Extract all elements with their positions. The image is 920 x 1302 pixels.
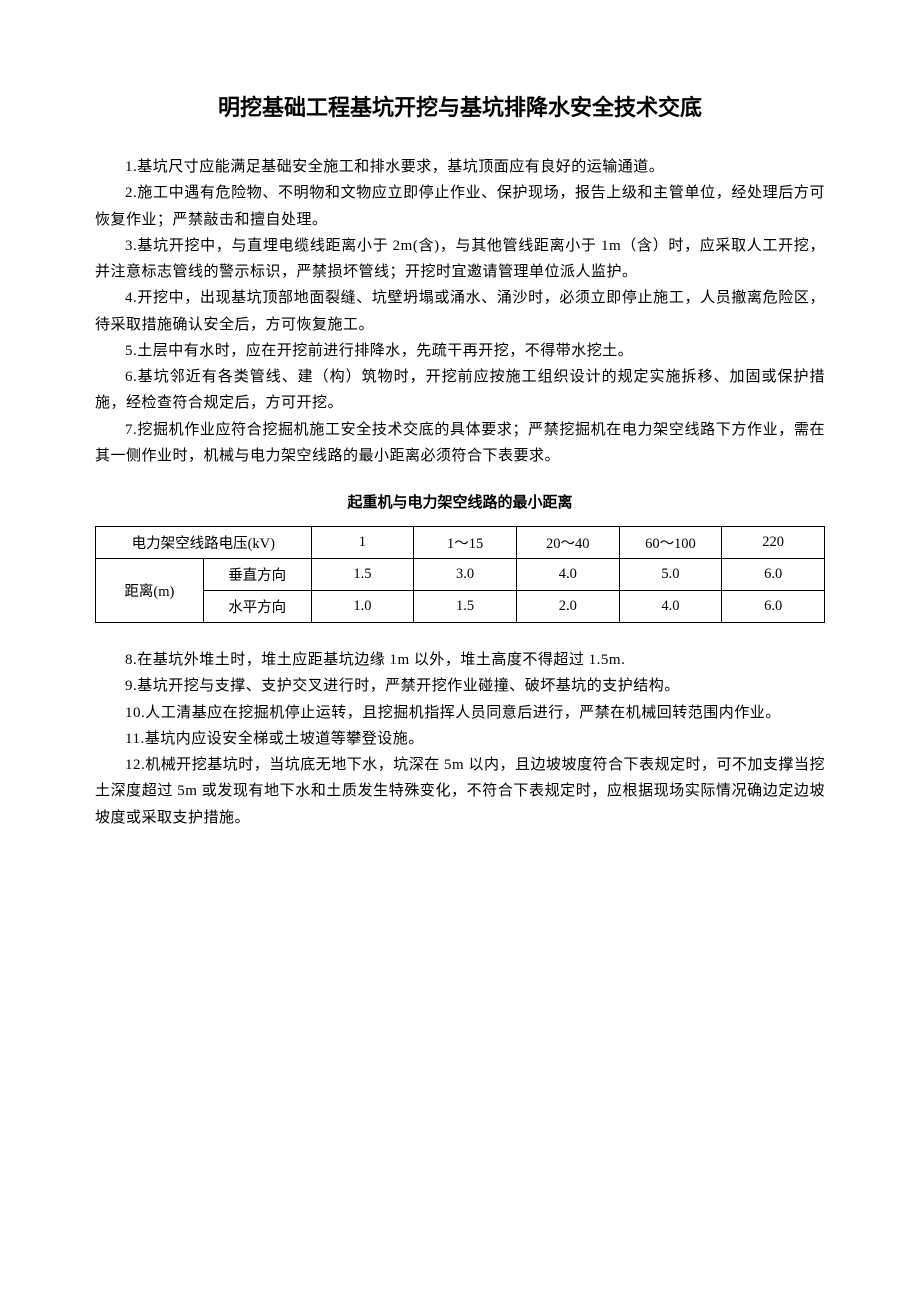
paragraph-item: 2.施工中遇有危险物、不明物和文物应立即停止作业、保护现场，报告上级和主管单位，… xyxy=(95,180,825,233)
table-title: 起重机与电力架空线路的最小距离 xyxy=(95,491,825,512)
row-vertical-label: 垂直方向 xyxy=(203,559,311,591)
table-row: 距离(m) 垂直方向 1.5 3.0 4.0 5.0 6.0 xyxy=(96,559,825,591)
table-cell: 5.0 xyxy=(619,559,722,591)
table-cell: 6.0 xyxy=(722,591,825,623)
paragraph-item: 12.机械开挖基坑时，当坑底无地下水，坑深在 5m 以内，且边坡坡度符合下表规定… xyxy=(95,752,825,831)
paragraph-item: 1.基坑尺寸应能满足基础安全施工和排水要求，基坑顶面应有良好的运输通道。 xyxy=(95,154,825,180)
table-header-row: 电力架空线路电压(kV) 1 1～15 20～40 60～100 220 xyxy=(96,527,825,559)
table-cell: 1.5 xyxy=(311,559,414,591)
paragraph-item: 8.在基坑外堆土时，堆土应距基坑边缘 1m 以外，堆土高度不得超过 1.5m. xyxy=(95,647,825,673)
paragraph-item: 7.挖掘机作业应符合挖掘机施工安全技术交底的具体要求；严禁挖掘机在电力架空线路下… xyxy=(95,417,825,470)
distance-row-label: 距离(m) xyxy=(96,559,204,623)
table-cell: 1.5 xyxy=(414,591,517,623)
table-cell: 2.0 xyxy=(516,591,619,623)
paragraph-item: 9.基坑开挖与支撑、支护交叉进行时，严禁开挖作业碰撞、破坏基坑的支护结构。 xyxy=(95,673,825,699)
row-horizontal-label: 水平方向 xyxy=(203,591,311,623)
voltage-col-0: 1 xyxy=(311,527,414,559)
paragraph-item: 6.基坑邻近有各类管线、建（构）筑物时，开挖前应按施工组织设计的规定实施拆移、加… xyxy=(95,364,825,417)
paragraph-item: 10.人工清基应在挖掘机停止运转，且挖掘机指挥人员同意后进行，严禁在机械回转范围… xyxy=(95,700,825,726)
paragraph-item: 5.土层中有水时，应在开挖前进行排降水，先疏干再开挖，不得带水挖土。 xyxy=(95,338,825,364)
distance-table: 电力架空线路电压(kV) 1 1～15 20～40 60～100 220 距离(… xyxy=(95,526,825,623)
voltage-col-3: 60～100 xyxy=(619,527,722,559)
table-row: 水平方向 1.0 1.5 2.0 4.0 6.0 xyxy=(96,591,825,623)
paragraph-item: 4.开挖中，出现基坑顶部地面裂缝、坑壁坍塌或涌水、涌沙时，必须立即停止施工，人员… xyxy=(95,285,825,338)
header-voltage-label: 电力架空线路电压(kV) xyxy=(96,527,312,559)
voltage-col-1: 1～15 xyxy=(414,527,517,559)
table-cell: 1.0 xyxy=(311,591,414,623)
table-cell: 4.0 xyxy=(619,591,722,623)
content-before-table: 1.基坑尺寸应能满足基础安全施工和排水要求，基坑顶面应有良好的运输通道。2.施工… xyxy=(95,154,825,469)
paragraph-item: 11.基坑内应设安全梯或土坡道等攀登设施。 xyxy=(95,726,825,752)
paragraph-item: 3.基坑开挖中，与直埋电缆线距离小于 2m(含)，与其他管线距离小于 1m（含）… xyxy=(95,233,825,286)
table-cell: 3.0 xyxy=(414,559,517,591)
voltage-col-2: 20～40 xyxy=(516,527,619,559)
content-after-table: 8.在基坑外堆土时，堆土应距基坑边缘 1m 以外，堆土高度不得超过 1.5m.9… xyxy=(95,647,825,831)
table-cell: 6.0 xyxy=(722,559,825,591)
document-title: 明挖基础工程基坑开挖与基坑排降水安全技术交底 xyxy=(95,90,825,122)
voltage-col-4: 220 xyxy=(722,527,825,559)
table-cell: 4.0 xyxy=(516,559,619,591)
